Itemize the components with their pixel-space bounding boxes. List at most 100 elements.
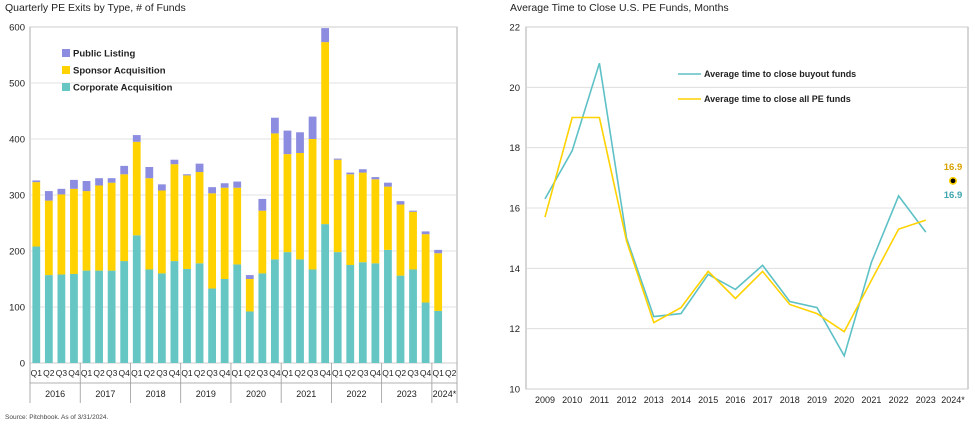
x-tick-label: 2017	[753, 395, 773, 405]
public-listing-bar	[346, 172, 355, 175]
corporate-acquisition-bar	[333, 252, 342, 363]
public-listing-bar	[44, 191, 53, 201]
x-tick-label-quarter: Q4	[169, 368, 181, 378]
corporate-acquisition-bar	[120, 261, 129, 363]
x-tick-label-quarter: Q1	[282, 368, 294, 378]
public-listing-bar	[220, 183, 229, 188]
sponsor-acquisition-bar	[208, 193, 216, 289]
x-tick-label-quarter: Q3	[357, 368, 369, 378]
corporate-acquisition-bar	[371, 263, 380, 363]
sponsor-acquisition-bar	[44, 200, 53, 276]
public-listing-bar	[258, 198, 267, 211]
corporate-acquisition-bar	[321, 224, 330, 363]
y-tick-label: 18	[509, 143, 520, 154]
x-tick-label: 2015	[698, 395, 718, 405]
buyout-funds-line	[544, 62, 927, 358]
x-tick-label-quarter: Q3	[206, 368, 218, 378]
public-listing-bar	[208, 187, 216, 194]
sponsor-acquisition-bar	[421, 234, 430, 303]
corporate-acquisition-bar	[308, 269, 317, 363]
public-listing-bar	[321, 28, 330, 43]
point-2024	[948, 176, 957, 185]
annotation-buyout-value: 16.9	[944, 190, 963, 201]
legend-swatch	[62, 83, 70, 91]
x-tick-label: 2021	[861, 395, 881, 405]
public-listing-bar	[132, 135, 141, 142]
legend-label: Public Listing	[73, 49, 135, 60]
legend-label: Average time to close all PE funds	[704, 94, 851, 104]
x-tick-label-year: 2018	[146, 389, 166, 399]
sponsor-acquisition-bar	[271, 133, 279, 260]
public-listing-bar	[70, 179, 78, 189]
public-listing-bar	[32, 180, 41, 183]
public-listing-bar	[107, 178, 116, 183]
sponsor-acquisition-bar	[245, 279, 254, 312]
public-listing-bar	[333, 158, 342, 160]
x-tick-label: 2022	[889, 395, 909, 405]
corporate-acquisition-bar	[195, 263, 204, 363]
corporate-acquisition-bar	[434, 310, 443, 363]
x-tick-label: 2023	[916, 395, 936, 405]
public-listing-bar	[120, 165, 129, 175]
sponsor-acquisition-bar	[283, 154, 292, 253]
x-tick-label: 2016	[725, 395, 745, 405]
public-listing-bar	[283, 130, 292, 155]
public-listing-bar	[409, 210, 417, 212]
sponsor-acquisition-bar	[346, 174, 355, 265]
x-tick-label-quarter: Q1	[31, 368, 43, 378]
sponsor-acquisition-bar	[157, 190, 166, 274]
exits-chart-title: Quarterly PE Exits by Type, # of Funds	[5, 2, 186, 14]
sponsor-acquisition-bar	[333, 159, 342, 253]
exits-chart-panel: Quarterly PE Exits by Type, # of Funds 0…	[0, 0, 470, 428]
public-listing-bar	[95, 178, 103, 186]
x-tick-label-quarter: Q3	[56, 368, 68, 378]
public-listing-bar	[384, 182, 392, 187]
corporate-acquisition-bar	[421, 302, 430, 363]
corporate-acquisition-bar	[220, 279, 229, 363]
corporate-acquisition-bar	[396, 275, 405, 363]
x-tick-label: 2018	[780, 395, 800, 405]
x-tick-label-quarter: Q4	[420, 368, 432, 378]
close-time-chart-panel: Average Time to Close U.S. PE Funds, Mon…	[480, 0, 975, 428]
x-tick-label: 2012	[617, 395, 637, 405]
corporate-acquisition-bar	[358, 262, 367, 363]
x-tick-label-quarter: Q3	[106, 368, 118, 378]
corporate-acquisition-bar	[132, 235, 141, 363]
sponsor-acquisition-bar	[258, 210, 267, 274]
corporate-acquisition-bar	[44, 275, 53, 363]
sponsor-acquisition-bar	[358, 172, 367, 263]
x-tick-label: 2010	[562, 395, 582, 405]
public-listing-bar	[170, 159, 179, 165]
x-tick-label-quarter: Q4	[119, 368, 131, 378]
x-tick-label-quarter: Q2	[294, 368, 306, 378]
public-listing-bar	[157, 184, 166, 191]
corporate-acquisition-bar	[157, 273, 166, 363]
x-tick-label-quarter: Q2	[244, 368, 256, 378]
corporate-acquisition-bar	[82, 270, 91, 363]
corporate-acquisition-bar	[208, 288, 216, 363]
sponsor-acquisition-bar	[321, 42, 330, 225]
corporate-acquisition-bar	[70, 273, 78, 363]
x-tick-label-quarter: Q1	[181, 368, 193, 378]
public-listing-bar	[296, 132, 304, 153]
corporate-acquisition-bar	[57, 274, 66, 363]
sponsor-acquisition-bar	[82, 191, 91, 271]
x-tick-label-year: 2022	[347, 389, 367, 399]
x-tick-label: 2011	[590, 395, 609, 405]
y-tick-label: 400	[9, 135, 25, 146]
x-tick-label-year: 2024*	[433, 389, 457, 399]
y-tick-label: 14	[509, 264, 520, 275]
x-tick-label-quarter: Q4	[219, 368, 231, 378]
legend-swatch	[62, 49, 70, 57]
public-listing-bar	[245, 275, 254, 279]
corporate-acquisition-bar	[32, 246, 41, 363]
sponsor-acquisition-bar	[32, 182, 41, 247]
y-tick-label: 300	[9, 191, 25, 202]
public-listing-bar	[82, 181, 91, 192]
sponsor-acquisition-bar	[70, 188, 78, 274]
x-tick-label: 2014	[671, 395, 691, 405]
legend-swatch	[62, 66, 70, 74]
corporate-acquisition-bar	[183, 268, 191, 363]
public-listing-bar	[308, 116, 317, 139]
